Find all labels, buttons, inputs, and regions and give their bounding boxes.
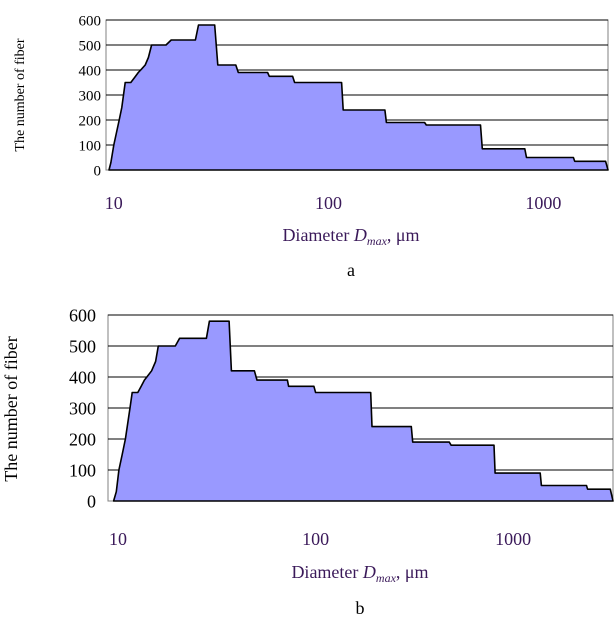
x-tick-label: 100 bbox=[315, 193, 342, 213]
y-tick-label: 400 bbox=[69, 367, 96, 387]
y-tick-label: 0 bbox=[94, 163, 102, 179]
chart-panel-b: 0 100 200 300 400 500 600 10 100 1000 The number… bbox=[1, 305, 614, 618]
x-tick-label: 100 bbox=[302, 529, 329, 549]
y-tick-label: 400 bbox=[79, 63, 102, 79]
y-tick-label: 600 bbox=[79, 13, 102, 29]
data-series-area bbox=[112, 320, 614, 502]
panel-caption-a: a bbox=[347, 260, 355, 280]
x-axis-label-subscript: max bbox=[367, 234, 388, 248]
x-axis-label: Diameter Dmax, μm bbox=[291, 562, 428, 585]
x-axis-label-text: Diameter bbox=[291, 562, 362, 582]
y-tick-label: 100 bbox=[79, 138, 102, 154]
y-tick-label: 200 bbox=[69, 429, 96, 449]
x-tick-labels: 10 100 1000 bbox=[105, 193, 562, 213]
x-tick-label: 1000 bbox=[525, 193, 561, 213]
y-tick-label: 100 bbox=[69, 460, 96, 480]
data-series-area bbox=[108, 24, 609, 171]
x-axis-label-symbol: D bbox=[353, 225, 367, 245]
x-tick-label: 1000 bbox=[495, 529, 531, 549]
x-tick-label: 10 bbox=[105, 193, 123, 213]
y-tick-labels: 0 100 200 300 400 500 600 bbox=[69, 305, 96, 511]
y-tick-label: 500 bbox=[69, 336, 96, 356]
x-axis-label-symbol: D bbox=[362, 562, 376, 582]
y-tick-labels: 0 100 200 300 400 500 600 bbox=[79, 13, 102, 179]
y-axis-label: The number of fiber bbox=[13, 38, 28, 151]
x-axis-label: Diameter Dmax, μm bbox=[282, 225, 419, 248]
chart-panel-a: 0 100 200 300 400 500 600 10 100 1000 The number… bbox=[13, 13, 609, 280]
y-axis-label: The number of fiber bbox=[1, 336, 21, 481]
y-tick-label: 0 bbox=[87, 491, 96, 511]
y-tick-label: 300 bbox=[69, 398, 96, 418]
x-axis-label-text: Diameter bbox=[282, 225, 353, 245]
x-axis-label-subscript: max bbox=[376, 571, 397, 585]
x-tick-label: 10 bbox=[109, 529, 127, 549]
y-tick-label: 600 bbox=[69, 305, 96, 325]
y-tick-label: 300 bbox=[79, 88, 102, 104]
y-tick-label: 200 bbox=[79, 113, 102, 129]
x-axis-label-unit: , μm bbox=[387, 225, 420, 245]
x-axis-label-unit: , μm bbox=[396, 562, 429, 582]
x-tick-labels: 10 100 1000 bbox=[109, 529, 531, 549]
panel-caption-b: b bbox=[356, 598, 365, 618]
y-tick-label: 500 bbox=[79, 38, 102, 54]
